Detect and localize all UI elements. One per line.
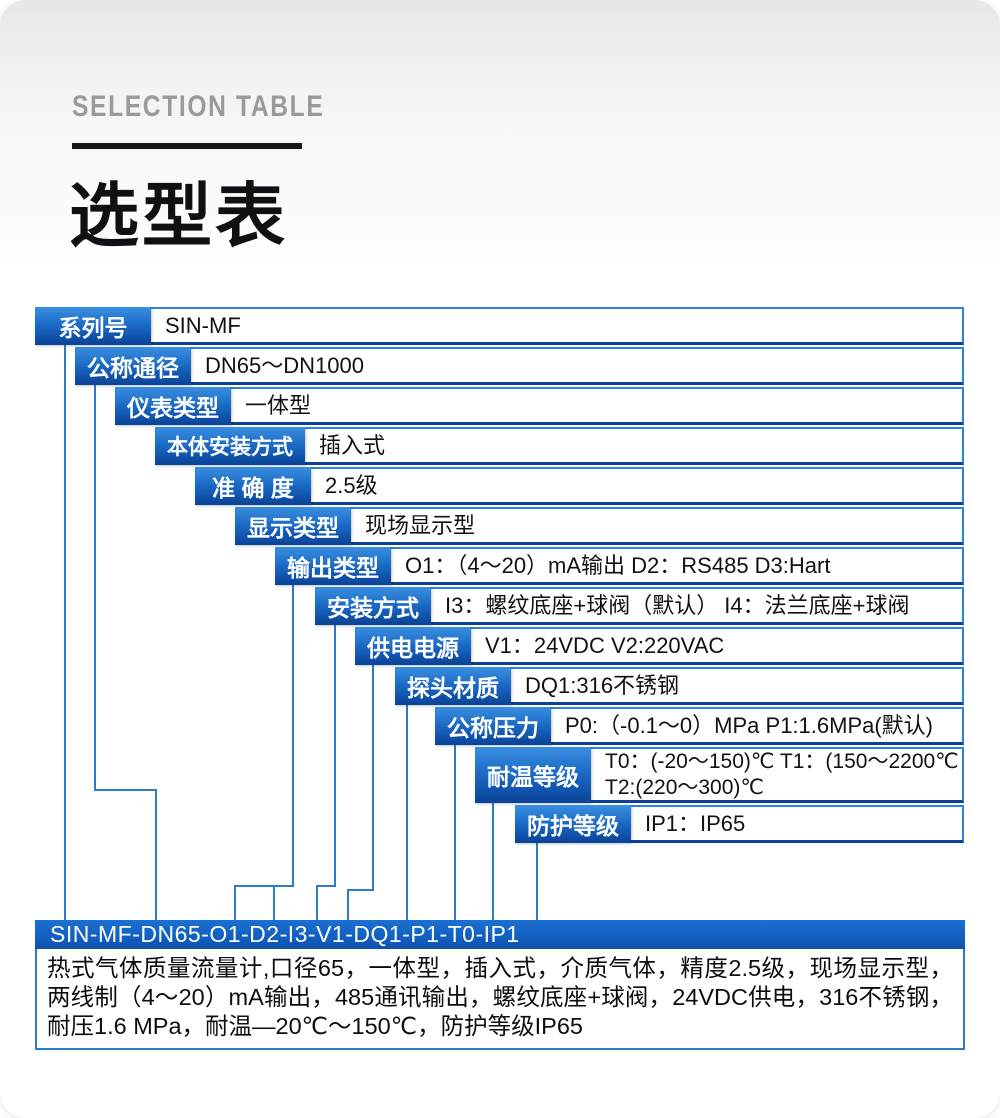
- row-label: 准 确 度: [195, 467, 311, 505]
- row-value: P0:（-0.1～0）MPa P1:1.6MPa(默认): [565, 712, 934, 738]
- row-value: DQ1:316不锈钢: [525, 672, 680, 698]
- section-eyebrow: SELECTION TABLE: [72, 90, 325, 123]
- row-label: 系列号: [35, 307, 151, 345]
- table-row: 仪表类型 一体型: [115, 387, 964, 425]
- row-value: 现场显示型: [365, 512, 476, 538]
- table-row: 系列号 SIN-MF: [35, 307, 964, 345]
- row-label: 耐温等级: [475, 747, 591, 803]
- row-label: 公称通径: [75, 347, 191, 385]
- row-value: 插入式: [319, 432, 386, 458]
- table-row: 显示类型 现场显示型: [235, 507, 964, 545]
- table-row: 本体安装方式 插入式: [155, 427, 964, 465]
- table-row: 公称压力 P0:（-0.1～0）MPa P1:1.6MPa(默认): [435, 707, 964, 745]
- row-value: SIN-MF: [165, 312, 241, 338]
- row-label: 仪表类型: [115, 387, 231, 425]
- table-row: 防护等级 IP1：IP65: [515, 805, 964, 843]
- row-value: I3：螺纹底座+球阀（默认） I4：法兰底座+球阀: [445, 592, 910, 618]
- row-label: 公称压力: [435, 707, 551, 745]
- page-title: 选型表: [69, 177, 288, 255]
- row-value: 2.5级: [325, 472, 378, 498]
- table-row: 公称通径 DN65～DN1000: [75, 347, 964, 385]
- row-label: 探头材质: [395, 667, 511, 705]
- table-row: 探头材质 DQ1:316不锈钢: [395, 667, 964, 705]
- row-label: 供电电源: [355, 627, 471, 665]
- row-value: O1：（4～20）mA输出 D2：RS485 D3:Hart: [405, 552, 831, 578]
- model-code-bar: SIN-MF-DN65-O1-D2-I3-V1-DQ1-P1-T0-IP1: [35, 920, 965, 949]
- table-row: 输出类型 O1：（4～20）mA输出 D2：RS485 D3:Hart: [275, 547, 964, 585]
- row-label: 防护等级: [515, 805, 631, 843]
- row-value: V1：24VDC V2:220VAC: [485, 632, 725, 658]
- model-description: 热式气体质量流量计,口径65，一体型，插入式，介质气体，精度2.5级，现场显示型…: [35, 949, 965, 1050]
- row-value: 一体型: [245, 392, 312, 418]
- row-label: 安装方式: [315, 587, 431, 625]
- table-row: 准 确 度 2.5级: [195, 467, 964, 505]
- table-row: 耐温等级 T0：(-20～150)℃ T1：(150～2200℃ T2:(220～…: [475, 747, 964, 803]
- row-label: 显示类型: [235, 507, 351, 545]
- table-row: 安装方式 I3：螺纹底座+球阀（默认） I4：法兰底座+球阀: [315, 587, 964, 625]
- row-label: 本体安装方式: [155, 427, 305, 465]
- row-label: 输出类型: [275, 547, 391, 585]
- row-value: IP1：IP65: [645, 810, 746, 836]
- row-value: DN65～DN1000: [205, 352, 364, 378]
- title-underline: [72, 143, 302, 149]
- row-value: T0：(-20～150)℃ T1：(150～2200℃ T2:(220～300)…: [605, 749, 959, 799]
- table-row: 供电电源 V1：24VDC V2:220VAC: [355, 627, 964, 665]
